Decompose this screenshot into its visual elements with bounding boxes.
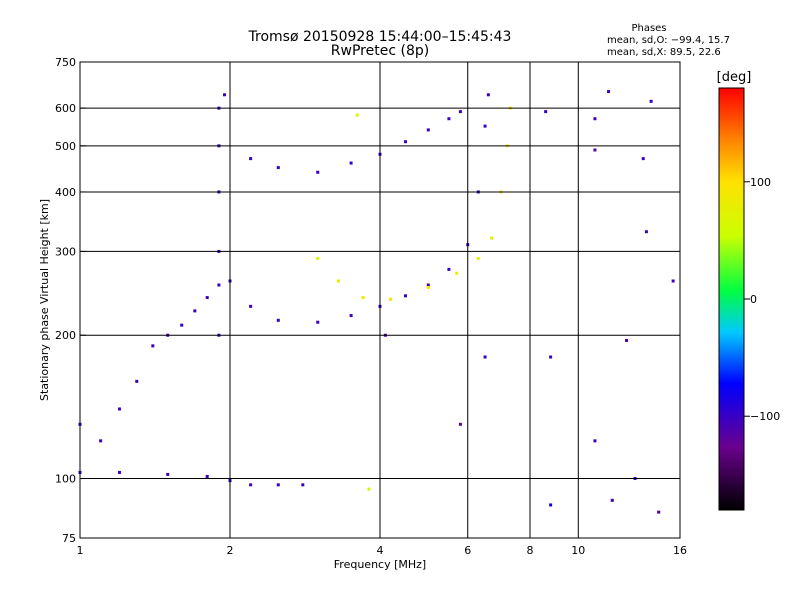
data-point: [549, 503, 553, 507]
data-point: [276, 166, 280, 170]
data-point: [426, 283, 430, 287]
data-point: [276, 318, 280, 322]
data-point: [249, 483, 253, 487]
phases-o-mode: mean, sd,O: −99.4, 15.7: [607, 35, 730, 46]
x-tick-label: 10: [571, 544, 585, 557]
data-point: [223, 93, 227, 97]
data-point: [135, 379, 139, 383]
data-point: [403, 140, 407, 144]
x-tick-label: 1: [77, 544, 84, 557]
grid-lines: [80, 62, 680, 538]
data-point: [607, 90, 611, 94]
y-tick-label: 75: [62, 532, 76, 545]
data-point: [593, 148, 597, 152]
data-point: [549, 355, 553, 359]
data-point: [426, 128, 430, 132]
data-point: [316, 170, 320, 174]
data-point: [671, 279, 675, 283]
data-point: [249, 157, 253, 161]
colorbar-unit-label: [deg]: [717, 70, 752, 85]
data-point: [657, 510, 661, 514]
x-tick-label: 16: [673, 544, 687, 557]
data-point: [349, 314, 353, 318]
data-point: [361, 296, 365, 300]
y-tick-label: 200: [55, 329, 76, 342]
x-tick-label: 4: [377, 544, 384, 557]
data-point: [486, 93, 490, 97]
phases-x-mode: mean, sd,X: 89.5, 22.6: [607, 47, 721, 58]
phases-heading: Phases: [631, 23, 666, 34]
colorbar: [718, 87, 745, 511]
data-point: [336, 279, 340, 283]
data-point: [316, 256, 320, 260]
y-axis-label: Stationary phase Virtual Height [km]: [38, 199, 51, 401]
data-point: [641, 157, 645, 161]
y-axis-ticks: 75 100 200 300 400 500 600 750: [55, 56, 86, 545]
y-tick-label: 100: [55, 473, 76, 486]
y-tick-label: 750: [55, 56, 76, 69]
data-point: [316, 320, 320, 324]
data-point: [117, 407, 121, 411]
data-point: [644, 230, 648, 234]
data-point: [367, 487, 371, 491]
x-tick-label: 2: [227, 544, 234, 557]
data-point: [389, 297, 393, 301]
data-point: [205, 296, 209, 300]
y-tick-label: 500: [55, 140, 76, 153]
colorbar-tick-label: 100: [750, 176, 771, 189]
data-point: [490, 236, 494, 240]
y-tick-label: 600: [55, 102, 76, 115]
x-axis-ticks: 1 2 4 6 8 10 16: [77, 544, 688, 557]
data-point: [355, 113, 359, 117]
data-point: [483, 124, 487, 128]
data-point: [151, 344, 155, 348]
plot-frame: [79, 61, 681, 539]
scatter-points: [78, 90, 675, 514]
x-axis-label: Frequency [MHz]: [334, 558, 426, 571]
data-point: [249, 304, 253, 308]
data-point: [483, 355, 487, 359]
data-point: [117, 470, 121, 474]
data-point: [180, 323, 184, 327]
data-point: [649, 99, 653, 103]
data-point: [625, 338, 629, 342]
data-point: [426, 285, 430, 289]
data-point: [593, 117, 597, 121]
data-point: [205, 474, 209, 478]
data-point: [217, 283, 221, 287]
y-tick-label: 300: [55, 245, 76, 258]
data-point: [301, 483, 305, 487]
data-point: [276, 483, 280, 487]
data-point: [193, 309, 197, 313]
data-point: [447, 117, 451, 121]
chart-title-line2: RwPretec (8p): [331, 43, 429, 59]
data-point: [593, 439, 597, 443]
data-point: [544, 110, 548, 114]
colorbar-tick-label: −100: [750, 410, 780, 423]
data-point: [99, 439, 103, 443]
x-tick-label: 8: [527, 544, 534, 557]
colorbar-ticks: 100 0 −100: [744, 176, 780, 423]
x-tick-label: 6: [464, 544, 471, 557]
data-point: [447, 267, 451, 271]
colorbar-tick-label: 0: [750, 293, 757, 306]
data-point: [166, 472, 170, 476]
data-point: [458, 110, 462, 114]
data-point: [349, 161, 353, 165]
y-tick-label: 400: [55, 186, 76, 199]
data-point: [610, 498, 614, 502]
data-point: [476, 256, 480, 260]
data-point: [455, 271, 459, 275]
data-point: [403, 294, 407, 298]
data-point: [458, 422, 462, 426]
chart-title-line1: Tromsø 20150928 15:44:00–15:45:43: [248, 29, 512, 45]
